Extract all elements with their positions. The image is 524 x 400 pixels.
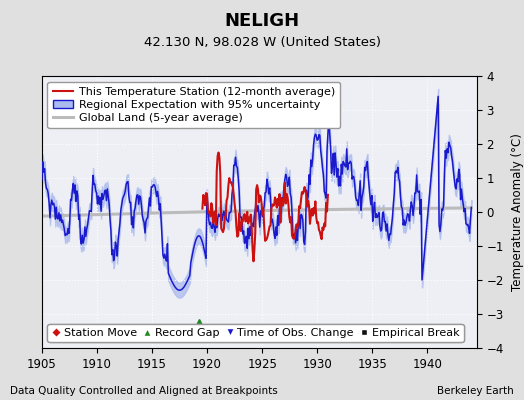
Text: Berkeley Earth: Berkeley Earth bbox=[437, 386, 514, 396]
Text: NELIGH: NELIGH bbox=[224, 12, 300, 30]
Text: Data Quality Controlled and Aligned at Breakpoints: Data Quality Controlled and Aligned at B… bbox=[10, 386, 278, 396]
Text: 42.130 N, 98.028 W (United States): 42.130 N, 98.028 W (United States) bbox=[144, 36, 380, 49]
Legend: Station Move, Record Gap, Time of Obs. Change, Empirical Break: Station Move, Record Gap, Time of Obs. C… bbox=[48, 324, 464, 342]
Y-axis label: Temperature Anomaly (°C): Temperature Anomaly (°C) bbox=[511, 133, 524, 291]
